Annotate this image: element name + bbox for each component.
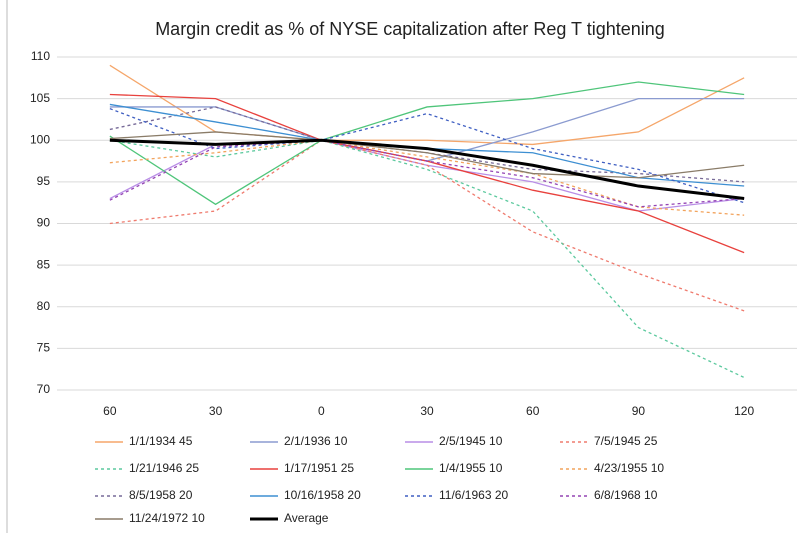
legend-label: 6/8/1968 10 — [594, 488, 658, 502]
y-tick-label: 80 — [37, 299, 51, 313]
legend-label: 2/5/1945 10 — [439, 434, 503, 448]
legend-label: 1/17/1951 25 — [284, 461, 354, 475]
legend-label: 2/1/1936 10 — [284, 434, 348, 448]
x-tick-label: 90 — [632, 404, 646, 418]
legend-label: 1/21/1946 25 — [129, 461, 199, 475]
series-line — [109, 139, 745, 216]
legend-label: 1/4/1955 10 — [439, 461, 503, 475]
series-line — [109, 139, 745, 379]
legend-label: 7/5/1945 25 — [594, 434, 658, 448]
y-tick-label: 95 — [37, 174, 51, 188]
y-tick-label: 105 — [30, 91, 50, 105]
series-line — [109, 131, 745, 179]
series-line — [109, 139, 745, 312]
x-tick-label: 120 — [734, 404, 754, 418]
series-line — [109, 108, 745, 204]
legend-label: 10/16/1958 20 — [284, 488, 361, 502]
x-tick-label: 30 — [209, 404, 223, 418]
chart-title: Margin credit as % of NYSE capitalizatio… — [155, 19, 665, 39]
y-tick-label: 100 — [30, 132, 50, 146]
series-line — [109, 138, 745, 201]
legend-label: Average — [284, 511, 329, 525]
legend-label: 11/6/1963 20 — [439, 488, 509, 502]
x-tick-label: 30 — [420, 404, 434, 418]
legend-label: 1/1/1934 45 — [129, 434, 193, 448]
legend-label: 4/23/1955 10 — [594, 461, 664, 475]
y-tick-label: 85 — [37, 257, 51, 271]
y-tick-label: 90 — [37, 216, 51, 230]
y-tick-label: 70 — [37, 382, 51, 396]
series-line — [109, 139, 745, 208]
x-tick-label: 0 — [318, 404, 325, 418]
y-tick-label: 75 — [37, 341, 51, 355]
x-tick-label: 60 — [103, 404, 117, 418]
series-line — [109, 81, 745, 206]
y-tick-label: 110 — [31, 49, 50, 63]
legend-label: 11/24/1972 10 — [129, 511, 205, 525]
x-tick-label: 60 — [526, 404, 540, 418]
legend-label: 8/5/1958 20 — [129, 488, 193, 502]
